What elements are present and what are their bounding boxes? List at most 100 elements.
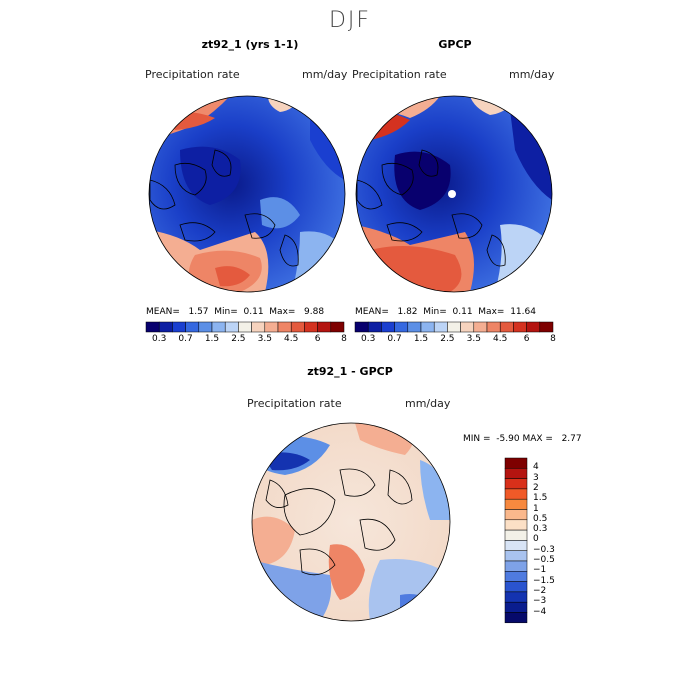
panel-2-colorbar-tick-label: 3.5	[466, 334, 481, 344]
panel-1-colorbar-swatch	[172, 321, 186, 333]
panel-3-colorbar-tick-label: 0.5	[533, 513, 548, 524]
panel-3-colorbar	[504, 457, 528, 624]
panel-3-title: zt92_1 - GPCP	[307, 365, 393, 378]
panel-2-colorbar-swatch	[473, 321, 488, 333]
panel-3-colorbar-tick-label: −0.3	[533, 544, 555, 555]
panel-2-max-label: Max=	[478, 307, 505, 317]
panel-2-colorbar-swatch	[394, 321, 409, 333]
panel-2-colorbar-swatch	[526, 321, 541, 333]
panel-2-max-value: 11.64	[510, 307, 536, 317]
panel-2-map	[356, 96, 552, 292]
panel-2-colorbar-swatch	[367, 321, 382, 333]
panel-1-mean-value: 1.57	[188, 307, 209, 317]
panel-3-colorbar-tick-label: 0	[533, 534, 539, 545]
panel-3-colorbar-tick-label: −1	[533, 565, 547, 576]
panel-3-min-value: -5.90	[496, 434, 520, 444]
panel-3-colorbar-tick-label: 4	[533, 462, 539, 473]
panel-1-colorbar-tick-label: 8	[341, 334, 347, 344]
panel-1-colorbar-tick-label: 2.5	[231, 334, 246, 344]
panel-2-colorbar-swatch	[460, 321, 475, 333]
panel-2-colorbar-swatch	[539, 321, 554, 333]
panel-3-colorbar-swatch	[504, 540, 528, 551]
panel-2-colorbar-swatch	[447, 321, 461, 333]
panel-1-colorbar-swatch	[238, 321, 252, 333]
figure-title: DJF	[328, 8, 372, 33]
panel-3-colorbar-swatch	[504, 468, 528, 479]
panel-3-colorbar-tick-label: −3	[533, 596, 547, 607]
panel-1-colorbar-swatch	[198, 321, 213, 333]
panel-1-min-value: 0.11	[243, 307, 264, 317]
panel-3-colorbar-tick-label: −4	[533, 606, 547, 617]
panel-1-colorbar-swatch	[224, 321, 239, 333]
panel-2-variable: Precipitation rate	[352, 68, 447, 81]
panel-1-colorbar	[145, 321, 345, 333]
panel-1-colorbar-swatch	[317, 321, 332, 333]
panel-2-colorbar-swatch	[354, 321, 369, 333]
panel-2-colorbar-swatch	[486, 321, 501, 333]
panel-1-max-value: 9.88	[304, 307, 325, 317]
panel-1-colorbar-swatch	[264, 321, 279, 333]
panel-2-stats: MEAN= 1.82 Min= 0.11 Max= 11.64	[355, 307, 536, 317]
panel-2-colorbar-tick-label: 1.5	[413, 334, 429, 344]
panel-1-colorbar-swatch	[330, 321, 345, 333]
panel-1-colorbar-swatch	[290, 321, 305, 333]
panel-3-colorbar-swatch	[504, 478, 528, 490]
panel-3-colorbar-swatch	[504, 560, 528, 572]
panel-1-title: zt92_1 (yrs 1-1)	[201, 38, 299, 51]
panel-3-colorbar-tick-label: 1.5	[533, 493, 548, 504]
panel-1-colorbar-tick-label: 3.5	[257, 334, 272, 344]
panel-2-colorbar-swatch	[513, 321, 527, 333]
panel-3-colorbar-swatch	[504, 591, 528, 603]
panel-2-units: mm/day	[509, 68, 555, 81]
panel-3-colorbar-tick-label: −2	[533, 585, 547, 596]
panel-2-colorbar	[354, 321, 554, 333]
panel-2-min-value: 0.11	[452, 307, 473, 317]
panel-1-max-label: Max=	[269, 307, 296, 317]
panel-2-colorbar-tick-label: 0.3	[361, 334, 376, 344]
panel-2-colorbar-tick-label: 0.7	[387, 334, 402, 344]
panel-3-variable: Precipitation rate	[247, 397, 342, 410]
panel-3-units: mm/day	[405, 397, 451, 410]
panel-1-colorbar-swatch	[251, 321, 266, 333]
panel-1-colorbar-swatch	[211, 321, 226, 333]
panel-2-colorbar-swatch	[433, 321, 448, 333]
panel-1-mean-label: MEAN=	[146, 307, 180, 317]
panel-2-title: GPCP	[438, 38, 472, 51]
panel-3-colorbar-swatch	[504, 457, 528, 469]
panel-3-colorbar-swatch	[504, 571, 528, 582]
panel-1-colorbar-swatch	[145, 321, 160, 333]
panel-1-colorbar-tick-label: 1.5	[204, 334, 220, 344]
panel-1-colorbar-swatch	[158, 321, 173, 333]
panel-3-max-value: 2.77	[561, 434, 582, 444]
panel-3-max-label: MAX =	[522, 434, 553, 444]
panel-1-map	[149, 96, 345, 292]
panel-3-min-label: MIN =	[463, 434, 491, 444]
panel-3-colorbar-tick-label: 1	[533, 503, 539, 514]
panel-1-min-label: Min=	[214, 307, 238, 317]
panel-3-colorbar-tick-label: 2	[533, 482, 539, 493]
panel-2-colorbar-tick-label: 2.5	[440, 334, 455, 344]
panel-2-mean-label: MEAN=	[355, 307, 389, 317]
panel-2-colorbar-swatch	[381, 321, 395, 333]
panel-2-mean-value: 1.82	[397, 307, 418, 317]
panel-3-colorbar-tick-label: −0.5	[533, 555, 555, 565]
panel-2-colorbar-swatch	[420, 321, 435, 333]
panel-3-stats: MIN = -5.90 MAX = 2.77	[463, 434, 582, 444]
panel-3-colorbar-tick-label: 3	[533, 472, 539, 483]
panel-3-colorbar-swatch	[504, 519, 528, 531]
panel-2-colorbar-swatch	[407, 321, 422, 333]
panel-1-colorbar-tick-label: 0.3	[152, 334, 167, 344]
panel-1-colorbar-tick-label: 6	[314, 334, 321, 344]
panel-1-colorbar-tick-label: 0.7	[178, 334, 193, 344]
panel-1-stats: MEAN= 1.57 Min= 0.11 Max= 9.88	[146, 307, 324, 317]
panel-1-units: mm/day	[302, 68, 348, 81]
panel-3-colorbar-swatch	[504, 581, 528, 593]
panel-2-colorbar-tick-label: 6	[523, 334, 530, 344]
panel-3-colorbar-swatch	[504, 509, 528, 521]
panel-3-colorbar-swatch	[504, 529, 528, 541]
panel-3-colorbar-swatch	[504, 488, 528, 500]
panel-3-map	[252, 423, 450, 621]
panel-1-colorbar-swatch	[277, 321, 292, 333]
panel-1-colorbar-swatch	[185, 321, 200, 333]
